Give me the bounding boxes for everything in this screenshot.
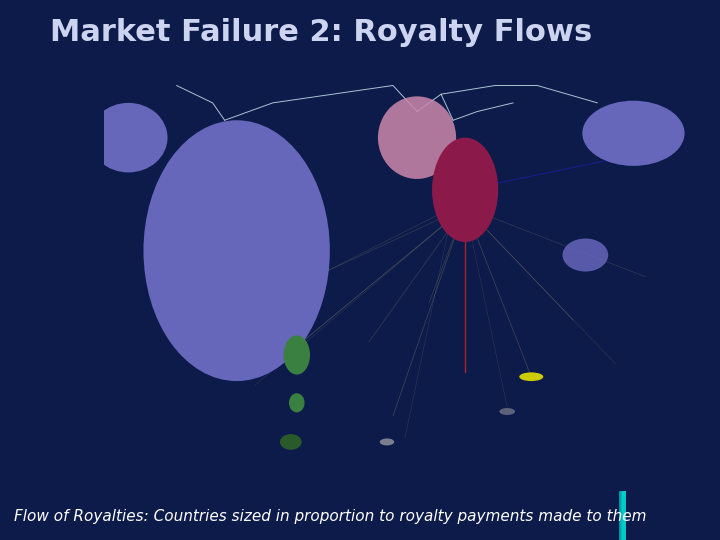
Bar — [620, 491, 624, 540]
Bar — [620, 491, 624, 540]
Bar — [621, 491, 624, 540]
Bar — [621, 491, 624, 540]
Bar — [621, 491, 625, 540]
Bar — [620, 491, 623, 540]
Bar — [622, 491, 626, 540]
Ellipse shape — [280, 434, 302, 450]
Bar — [621, 491, 624, 540]
Bar — [619, 491, 623, 540]
Bar — [621, 491, 625, 540]
Bar — [621, 491, 624, 540]
Ellipse shape — [284, 335, 310, 375]
Bar — [621, 491, 624, 540]
Text: Flow of Royalties: Countries sized in proportion to royalty payments made to the: Flow of Royalties: Countries sized in pr… — [14, 509, 647, 524]
Ellipse shape — [519, 373, 544, 381]
Bar — [619, 491, 623, 540]
Ellipse shape — [378, 96, 456, 179]
Ellipse shape — [89, 103, 168, 172]
Bar — [621, 491, 624, 540]
Ellipse shape — [143, 120, 330, 381]
Bar — [619, 491, 623, 540]
Bar — [622, 491, 625, 540]
Bar — [621, 491, 624, 540]
Bar — [623, 491, 626, 540]
Ellipse shape — [289, 393, 305, 413]
Bar — [621, 491, 624, 540]
Ellipse shape — [562, 239, 608, 272]
Bar — [622, 491, 625, 540]
Ellipse shape — [379, 438, 394, 445]
Bar — [621, 491, 625, 540]
Bar — [622, 491, 626, 540]
Bar — [621, 491, 624, 540]
Bar — [622, 491, 626, 540]
Bar — [620, 491, 623, 540]
Ellipse shape — [582, 100, 685, 166]
Bar — [620, 491, 624, 540]
Bar — [622, 491, 626, 540]
Ellipse shape — [432, 138, 498, 242]
Text: Market Failure 2: Royalty Flows: Market Failure 2: Royalty Flows — [50, 18, 593, 47]
Bar — [620, 491, 624, 540]
Ellipse shape — [500, 408, 515, 415]
Bar — [621, 491, 625, 540]
Bar — [619, 491, 623, 540]
